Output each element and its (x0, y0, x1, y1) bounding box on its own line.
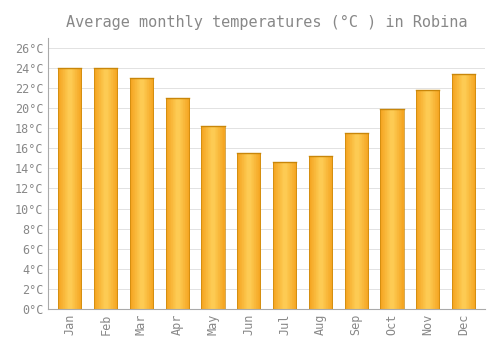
Title: Average monthly temperatures (°C ) in Robina: Average monthly temperatures (°C ) in Ro… (66, 15, 468, 30)
